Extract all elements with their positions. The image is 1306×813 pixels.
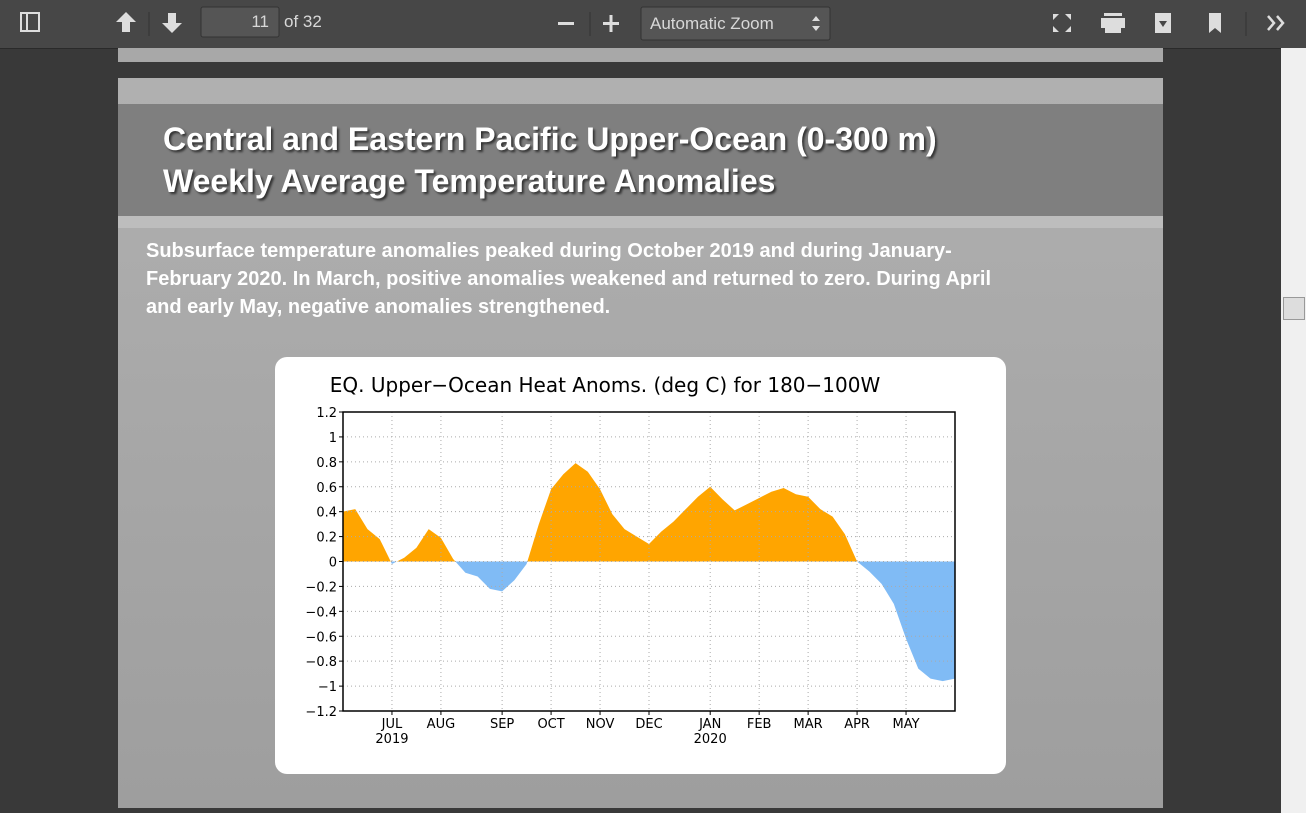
negative-area [343, 561, 955, 682]
previous-page[interactable] [116, 12, 136, 32]
title-divider [118, 216, 1163, 228]
plot-frame [342, 411, 956, 712]
y-tick-label: 1 [329, 431, 337, 446]
positive-area [343, 463, 955, 562]
y-tick-label: 0.6 [316, 481, 337, 496]
toolbar-icons [20, 6, 1285, 41]
y-tick-label: 0.4 [316, 506, 337, 521]
download-arrow [1159, 21, 1167, 27]
x-tick-label: JAN [698, 717, 721, 732]
x-year-label: 2019 [375, 732, 408, 747]
y-tick-label: −0.8 [305, 655, 337, 670]
y-tick-label: 0.8 [316, 456, 337, 471]
body-text: Subsurface temperature anomalies peaked … [146, 240, 952, 262]
next-page[interactable] [162, 13, 182, 33]
previous-page-edge [118, 48, 1163, 62]
scroll-thumb[interactable] [1283, 297, 1305, 320]
zoom-select[interactable] [640, 6, 831, 41]
zoom-value: Automatic Zoom [650, 14, 774, 33]
x-tick-label: MAY [893, 717, 920, 732]
body-text: February 2020. In March, positive anomal… [146, 268, 992, 290]
slide-title: Weekly Average Temperature Anomalies [163, 163, 776, 199]
zoom-in[interactable] [603, 15, 619, 32]
page-number: 11 [251, 12, 269, 31]
x-tick-label: SEP [490, 717, 514, 732]
y-tick-label: 0.2 [316, 531, 337, 546]
x-tick-label: NOV [586, 717, 615, 732]
y-tick-label: 0 [329, 556, 337, 571]
slide-title: Central and Eastern Pacific Upper-Ocean … [163, 121, 937, 157]
y-tick-label: 1.2 [316, 406, 337, 421]
sidebar-toggle[interactable] [20, 12, 40, 32]
x-tick-label: JUL [381, 717, 403, 732]
presentation-mode[interactable] [1053, 14, 1071, 32]
x-tick-label: AUG [427, 717, 455, 732]
select-arrows [812, 16, 820, 31]
y-tick-label: −0.4 [305, 605, 337, 620]
bookmark[interactable] [1209, 13, 1221, 33]
x-tick-label: MAR [794, 717, 823, 732]
page-count: of 32 [284, 12, 322, 31]
body-text: and early May, negative anomalies streng… [146, 296, 611, 318]
x-tick-label: DEC [635, 717, 662, 732]
chart-title: EQ. Upper−Ocean Heat Anoms. (deg C) for … [330, 373, 881, 397]
title-band [118, 104, 1163, 216]
toolbar: 11 of 32 Automatic Zoom [0, 0, 1306, 49]
x-tick-label: APR [844, 717, 870, 732]
x-year-label: 2020 [694, 732, 727, 747]
zoom-out[interactable] [558, 22, 574, 25]
tools[interactable] [1267, 15, 1285, 31]
x-tick-label: OCT [537, 717, 564, 732]
chart: EQ. Upper−Ocean Heat Anoms. (deg C) for … [275, 357, 1006, 774]
scrollbar[interactable] [1281, 48, 1306, 813]
page-input[interactable] [200, 6, 280, 38]
y-tick-label: −0.6 [305, 630, 337, 645]
print[interactable] [1101, 13, 1125, 33]
y-tick-label: −1.2 [305, 705, 337, 720]
y-tick-label: −0.2 [305, 580, 337, 595]
x-tick-label: FEB [747, 717, 772, 732]
y-tick-label: −1 [318, 680, 337, 695]
